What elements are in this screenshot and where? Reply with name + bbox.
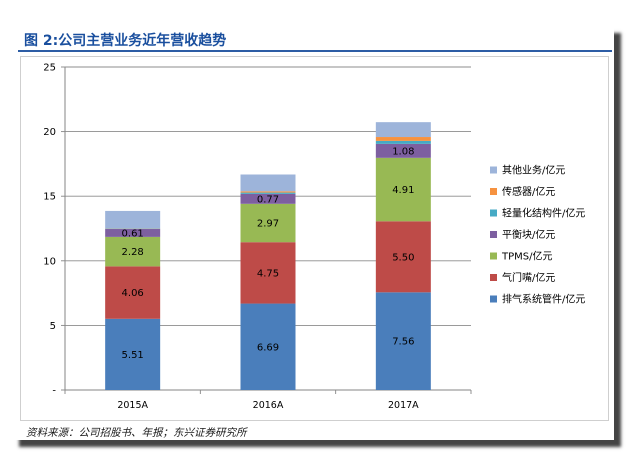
y-tick-label-10: 10 (43, 256, 56, 267)
bar-segment-2016a-lightweight-part (240, 192, 296, 194)
data-labels: 5.51 4.06 2.28 0.61 6.69 4.75 2.97 0.77 7.56 5.50… (122, 146, 415, 361)
bar-segment-2017a-balance-weight (375, 143, 431, 158)
y-tick-label-15: 15 (43, 192, 56, 203)
bar-segment-2016a-valve-stem (240, 242, 296, 304)
data-label-2015a-valve-stem: 4.06 (122, 288, 144, 299)
data-label-2017a-exhaust-pipe: 7.56 (392, 337, 414, 348)
bar-segment-2017a-sensor (375, 137, 431, 141)
data-label-2017a-valve-stem: 5.50 (392, 252, 414, 263)
y-tick-label-20: 20 (43, 127, 56, 138)
data-label-2015a-balance-weight: 0.61 (122, 228, 144, 239)
legend-label-valve-stem: 气门嘴/亿元 (502, 271, 555, 284)
legend-item-balance-weight: 平衡块/亿元 (490, 228, 555, 241)
x-tick-label-2016a: 2016A (253, 400, 284, 411)
bar-segment-2015a-valve-stem (105, 266, 161, 319)
y-tick-label-0: - (52, 386, 56, 397)
bar-segment-2017a-exhaust-pipe (375, 292, 431, 390)
data-label-2016a-tpms: 2.97 (257, 219, 279, 230)
legend-label-exhaust-pipe: 排气系统管件/亿元 (502, 293, 585, 306)
bar-segment-2015a-exhaust-pipe (105, 318, 161, 390)
legend-swatch-balance-weight (490, 231, 497, 238)
bar-segment-2016a-exhaust-pipe (240, 303, 296, 390)
title-divider (18, 50, 612, 52)
legend-item-valve-stem: 气门嘴/亿元 (490, 271, 555, 284)
data-label-2017a-balance-weight: 1.08 (392, 146, 414, 157)
data-label-2016a-valve-stem: 4.75 (257, 268, 279, 279)
legend-item-exhaust-pipe: 排气系统管件/亿元 (490, 293, 585, 306)
legend-swatch-other-business (490, 166, 497, 174)
x-tick-label-2017a: 2017A (388, 400, 419, 411)
bar-segment-2017a-tpms (375, 157, 431, 222)
legend-item-other-business: 其他业务/亿元 (490, 164, 565, 177)
legend-label-balance-weight: 平衡块/亿元 (502, 228, 555, 241)
bar-segment-2015a-tpms (105, 236, 161, 267)
y-tick-label-5: 5 (50, 321, 56, 332)
legend-swatch-lightweight-part (490, 209, 497, 217)
legend-swatch-valve-stem (490, 274, 497, 281)
legend-swatch-tpms (490, 252, 497, 260)
legend-swatch-sensor (490, 188, 497, 195)
bar-segment-2017a-other-business (375, 122, 431, 138)
legend-label-tpms: TPMS/亿元 (501, 250, 552, 263)
figure-title: 图 2:公司主营业务近年营收趋势 (24, 33, 227, 49)
source-note: 资料来源：公司招股书、年报；东兴证券研究所 (26, 428, 247, 439)
legend-item-sensor: 传感器/亿元 (490, 185, 555, 198)
bar-segment-2016a-tpms (240, 203, 296, 243)
bar-segment-2016a-other-business (240, 174, 296, 192)
bars (105, 122, 431, 390)
data-label-2017a-tpms: 4.91 (392, 185, 414, 196)
legend-label-other-business: 其他业务/亿元 (502, 164, 565, 177)
bar-segment-2016a-sensor (240, 191, 296, 193)
bar-segment-2017a-valve-stem (375, 221, 431, 293)
legend-swatch-exhaust-pipe (490, 295, 497, 303)
legend-item-lightweight-part: 轻量化结构件/亿元 (490, 207, 585, 220)
bar-segment-2015a-balance-weight (105, 229, 161, 237)
legend-item-tpms: TPMS/亿元 (490, 250, 552, 263)
legend-label-lightweight-part: 轻量化结构件/亿元 (502, 207, 585, 220)
x-tick-label-2015a: 2015A (117, 400, 148, 411)
y-tick-label-25: 25 (43, 63, 56, 74)
legend-label-sensor: 传感器/亿元 (502, 185, 555, 198)
data-label-2016a-exhaust-pipe: 6.69 (257, 342, 279, 353)
bar-segment-2016a-balance-weight (240, 193, 296, 204)
data-label-2015a-tpms: 2.28 (122, 247, 144, 258)
bar-segment-2015a-other-business (105, 210, 161, 229)
bar-segment-2017a-lightweight-part (375, 140, 431, 144)
data-label-2016a-balance-weight: 0.77 (257, 194, 279, 205)
data-label-2015a-exhaust-pipe: 5.51 (122, 350, 144, 361)
